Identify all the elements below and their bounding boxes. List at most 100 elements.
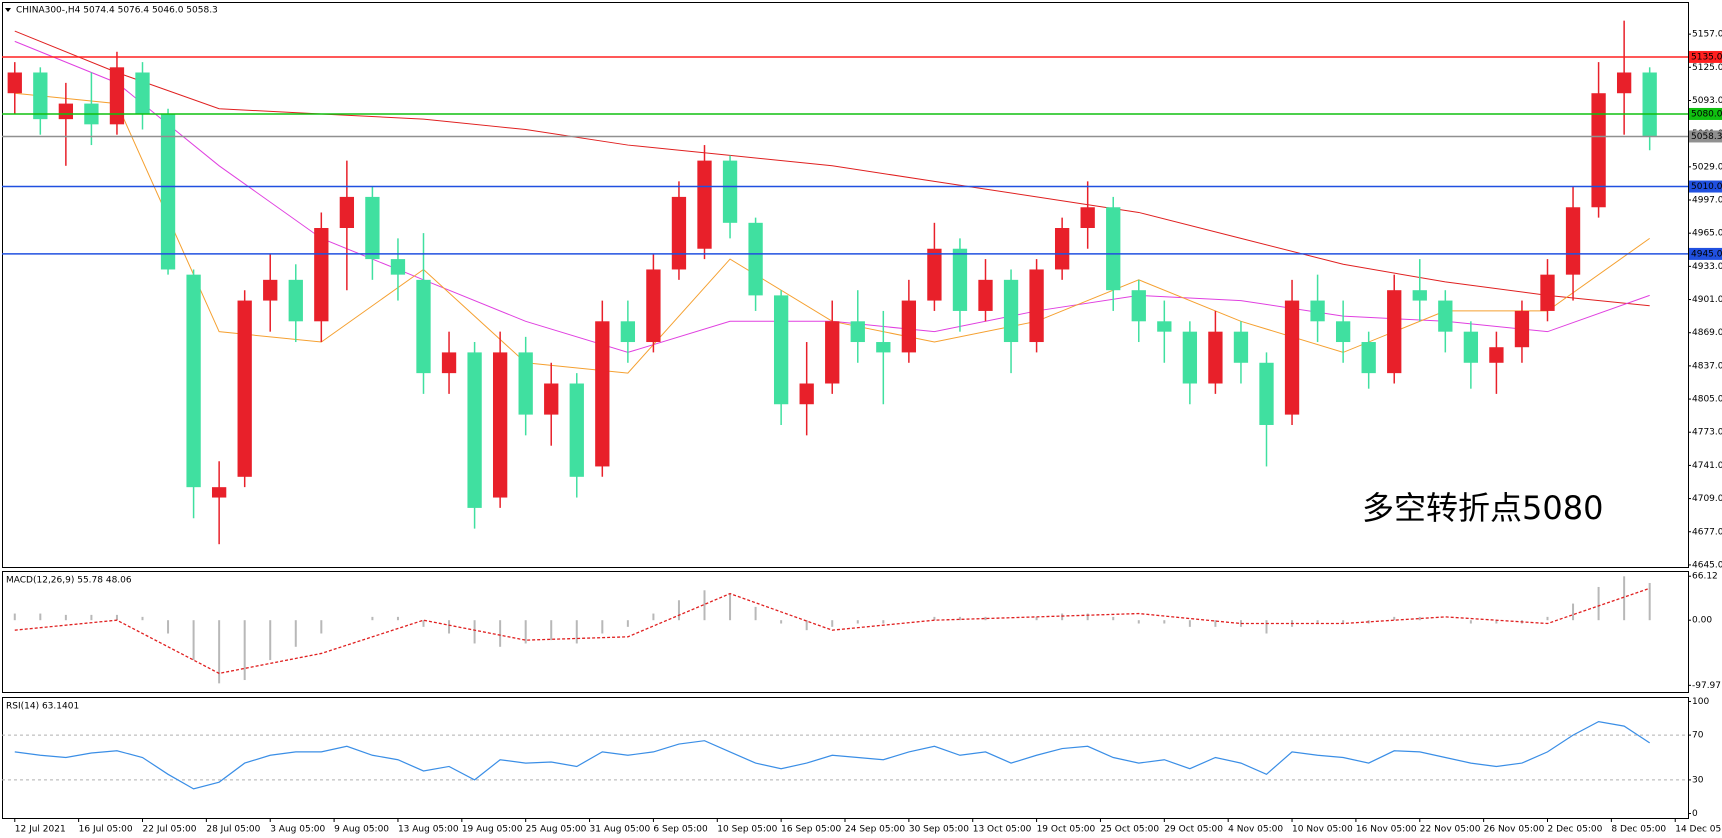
candle-body [544,383,559,415]
candle-body [799,383,814,405]
candle-body [518,352,533,415]
candle-body [339,196,355,228]
x-tick-label: 10 Nov 05:00 [1292,825,1353,835]
level-label: 5010.0 [1691,182,1722,192]
candle-body [1412,290,1427,301]
candle-body [390,259,406,275]
chart-title: CHINA300-,H4 5074.4 5076.4 5046.0 5058.3 [16,6,218,16]
rsi-line [14,721,1651,790]
level-label: 4945.0 [1691,249,1722,259]
moving-average [14,30,1650,307]
candle-body [7,72,22,94]
candle-body [1131,290,1146,322]
y-tick-label: 5125.0 [1692,63,1722,73]
candle-body [646,269,661,343]
candle-body [1540,274,1555,311]
candle-body [160,113,176,270]
signal-line [14,587,1650,675]
candle-body [441,352,457,374]
y-tick-label: 0.00 [1692,616,1712,626]
candle-body [1259,362,1274,425]
candle-body [211,487,227,498]
x-tick-label: 19 Oct 05:00 [1037,825,1096,835]
y-tick-label: 4965.0 [1692,229,1722,239]
x-tick-label: 16 Sep 05:00 [781,825,841,835]
x-tick-label: 3 Aug 05:00 [270,825,325,835]
x-tick-label: 10 Sep 05:00 [717,825,777,835]
x-tick-label: 6 Sep 05:00 [653,825,708,835]
x-tick-label: 25 Aug 05:00 [526,825,587,835]
candle-body [595,321,610,467]
candle-body [1489,347,1504,363]
candle-body [109,67,125,125]
candle-body [33,72,48,120]
candle-body [1387,290,1402,374]
candle-body [1208,331,1223,384]
level-tag [1689,50,1722,63]
x-tick-label: 14 Dec 05:00 [1675,825,1722,835]
level-tag [1689,130,1722,143]
x-tick-label: 8 Dec 05:00 [1611,825,1666,835]
x-tick-label: 30 Sep 05:00 [909,825,969,835]
y-tick-label: 5029.0 [1692,162,1722,172]
candle-body [569,383,584,477]
y-tick-label: 0 [1692,809,1698,819]
candle-body [263,279,278,301]
x-tick-label: 16 Jul 05:00 [79,825,133,835]
plot-area [13,576,1651,684]
candle-body [1003,279,1019,343]
candle-body [748,222,763,296]
candle-body [1565,207,1581,275]
candle-body [1106,207,1121,291]
y-tick-label: 4997.0 [1692,196,1722,206]
candle-body [671,196,687,270]
candle-body [1463,331,1479,363]
candle-body [1029,269,1044,343]
x-tick-label: 13 Oct 05:00 [973,825,1032,835]
x-tick-label: 13 Aug 05:00 [398,825,459,835]
level-tag [1689,180,1722,193]
level-tag [1689,247,1722,260]
y-tick-label: 100 [1692,697,1709,707]
y-tick-label: 70 [1692,731,1704,741]
x-tick-label: 31 Aug 05:00 [590,825,651,835]
candle-body [722,160,738,223]
level-label: 5080.0 [1691,109,1722,119]
plot-area [7,20,1657,545]
plot-area [2,721,1688,790]
candle-body [1182,331,1198,384]
x-tick-label: 9 Aug 05:00 [334,825,389,835]
x-tick-label: 12 Jul 2021 [15,825,66,835]
candle-body [365,196,380,260]
candle-body [1054,228,1070,270]
candle-body [237,300,252,477]
panel-frame [2,571,1689,693]
candle-body [697,160,712,249]
y-tick-label: 4645.0 [1692,560,1722,570]
candle-body [1310,300,1325,322]
x-tick-label: 26 Nov 05:00 [1484,825,1545,835]
y-tick-label: 4741.0 [1692,461,1722,471]
y-tick-label: 4677.0 [1692,527,1722,537]
y-tick-label: 4869.0 [1692,328,1722,338]
y-tick-label: 30 [1692,775,1704,785]
y-tick-label: 4773.0 [1692,428,1722,438]
candle-body [58,103,74,120]
x-tick-label: 4 Nov 05:00 [1228,825,1283,835]
x-tick-label: 28 Jul 05:00 [206,825,260,835]
level-label: 5135.0 [1691,52,1722,62]
candle-body [135,72,150,114]
y-tick-label: 5093.0 [1692,96,1722,106]
y-tick-label: 4805.0 [1692,395,1722,405]
candle-body [416,279,431,374]
x-tick-label: 2 Dec 05:00 [1548,825,1603,835]
x-tick-label: 25 Oct 05:00 [1100,825,1159,835]
candle-body [825,321,840,384]
candle-body [1284,300,1300,415]
candle-body [1080,207,1095,228]
x-tick-label: 24 Sep 05:00 [845,825,905,835]
y-tick-label: 4837.0 [1692,361,1722,371]
level-label: 5058.3 [1691,132,1722,142]
candle-body [1233,331,1249,363]
